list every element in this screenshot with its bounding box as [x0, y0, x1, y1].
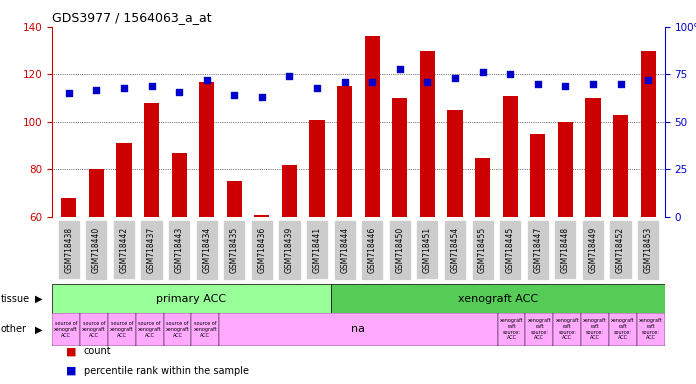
Point [642, 77, 654, 83]
Text: GDS3977 / 1564063_a_at: GDS3977 / 1564063_a_at [52, 12, 212, 25]
Bar [254, 215, 269, 217]
Point [505, 71, 516, 78]
Bar [640, 51, 656, 217]
Text: other: other [1, 324, 26, 334]
Bar [585, 98, 601, 217]
Bar [52, 313, 80, 346]
Bar [613, 115, 628, 217]
Bar [108, 313, 136, 346]
Point [90, 86, 102, 93]
Text: tissue: tissue [1, 293, 30, 304]
Text: percentile rank within the sample: percentile rank within the sample [84, 366, 248, 376]
Bar [227, 181, 242, 217]
Point [615, 81, 626, 87]
Text: primary ACC: primary ACC [157, 293, 226, 304]
Text: xenograft
raft
source:
ACC: xenograft raft source: ACC [583, 318, 607, 341]
Text: source of
xenograft
ACC: source of xenograft ACC [193, 321, 217, 338]
Bar [282, 165, 297, 217]
Text: source of
xenograft
ACC: source of xenograft ACC [110, 321, 134, 338]
Bar [581, 313, 609, 346]
Bar [637, 313, 665, 346]
Text: ▶: ▶ [35, 293, 42, 304]
Text: source of
xenograft
ACC: source of xenograft ACC [138, 321, 161, 338]
Text: source of
xenograft
ACC: source of xenograft ACC [82, 321, 106, 338]
Text: ▶: ▶ [35, 324, 42, 334]
Bar [420, 51, 435, 217]
Text: xenograft
raft
source:
ACC: xenograft raft source: ACC [528, 318, 551, 341]
Bar [164, 313, 191, 346]
Bar [448, 110, 463, 217]
Bar [89, 169, 104, 217]
Bar [116, 143, 132, 217]
Text: xenograft
raft
source:
ACC: xenograft raft source: ACC [611, 318, 635, 341]
Text: xenograft ACC: xenograft ACC [457, 293, 538, 304]
Bar [337, 86, 352, 217]
Point [367, 79, 378, 85]
Bar [61, 198, 77, 217]
Bar [530, 134, 546, 217]
Bar [219, 313, 498, 346]
Bar [525, 313, 553, 346]
Point [339, 79, 350, 85]
Text: xenograft
raft
source:
ACC: xenograft raft source: ACC [555, 318, 579, 341]
Point [201, 77, 212, 83]
Bar [310, 119, 324, 217]
Text: ■: ■ [66, 366, 77, 376]
Bar [136, 313, 164, 346]
Bar [498, 313, 525, 346]
Point [532, 81, 544, 87]
Point [312, 84, 323, 91]
Point [173, 88, 184, 94]
Bar [171, 153, 187, 217]
Text: source of
xenograft
ACC: source of xenograft ACC [166, 321, 189, 338]
Bar [393, 98, 407, 217]
Point [394, 66, 405, 72]
Bar [199, 81, 214, 217]
Point [118, 84, 129, 91]
Point [63, 90, 74, 96]
Bar [503, 96, 518, 217]
Point [587, 81, 599, 87]
Bar [553, 313, 581, 346]
Text: ■: ■ [66, 346, 77, 356]
Bar [144, 103, 159, 217]
Bar [191, 313, 219, 346]
Text: xenograft
raft
source:
ACC: xenograft raft source: ACC [500, 318, 523, 341]
Text: count: count [84, 346, 111, 356]
Bar [331, 284, 665, 313]
Point [284, 73, 295, 79]
Point [477, 70, 488, 76]
Point [256, 94, 267, 100]
Bar [52, 284, 331, 313]
Text: na: na [351, 324, 365, 334]
Bar [80, 313, 108, 346]
Bar [557, 122, 573, 217]
Point [229, 92, 240, 98]
Bar [475, 157, 490, 217]
Bar [365, 36, 380, 217]
Point [450, 75, 461, 81]
Bar [609, 313, 637, 346]
Text: xenograft
raft
source:
ACC: xenograft raft source: ACC [639, 318, 663, 341]
Point [146, 83, 157, 89]
Point [560, 83, 571, 89]
Point [422, 79, 433, 85]
Text: source of
xenograft
ACC: source of xenograft ACC [54, 321, 78, 338]
